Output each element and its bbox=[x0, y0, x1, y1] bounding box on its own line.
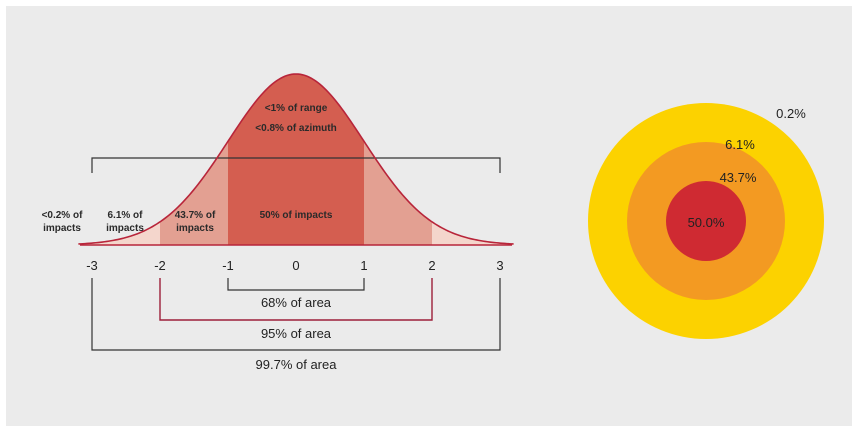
bracket-95 bbox=[159, 278, 433, 321]
tick-label: 3 bbox=[496, 258, 503, 273]
bracket-68 bbox=[227, 278, 365, 291]
tick-label: -1 bbox=[222, 258, 234, 273]
area-95-label: 95% of area bbox=[261, 326, 332, 341]
bell-curve-line bbox=[78, 73, 514, 245]
mid-impacts-label-line2: impacts bbox=[176, 223, 214, 234]
area-68-label: 68% of area bbox=[261, 295, 332, 310]
center-impacts-label: 50% of impacts bbox=[260, 210, 333, 221]
tail-impacts-label-line2: impacts bbox=[43, 223, 81, 234]
mid-impacts-label-line1: 43.7% of bbox=[175, 210, 216, 221]
range-label: <1% of range bbox=[265, 103, 328, 114]
middle-ring-label: 43.7% bbox=[720, 170, 757, 185]
inner-ring bbox=[666, 181, 746, 261]
inner-ring-label: 50.0% bbox=[688, 215, 725, 230]
second-ring-label: 6.1% bbox=[725, 137, 755, 152]
band-outer-right bbox=[432, 221, 514, 245]
tick-label: -3 bbox=[86, 258, 98, 273]
band-center bbox=[228, 74, 364, 245]
tick-label: -2 bbox=[154, 258, 166, 273]
outer-ring-label: 0.2% bbox=[776, 106, 806, 121]
area-99-7-label: 99.7% of area bbox=[256, 357, 338, 372]
azimuth-label: <0.8% of azimuth bbox=[255, 123, 336, 134]
tick-label: 0 bbox=[292, 258, 299, 273]
outer-impacts-label-line2: impacts bbox=[106, 223, 144, 234]
tail-impacts-label-line1: <0.2% of bbox=[42, 210, 84, 221]
bracket-99-7 bbox=[91, 278, 501, 351]
band-outer-left bbox=[78, 221, 160, 245]
tick-label: 2 bbox=[428, 258, 435, 273]
top-bracket bbox=[91, 157, 501, 173]
outer-impacts-label-line1: 6.1% of bbox=[107, 210, 143, 221]
tick-label: 1 bbox=[360, 258, 367, 273]
